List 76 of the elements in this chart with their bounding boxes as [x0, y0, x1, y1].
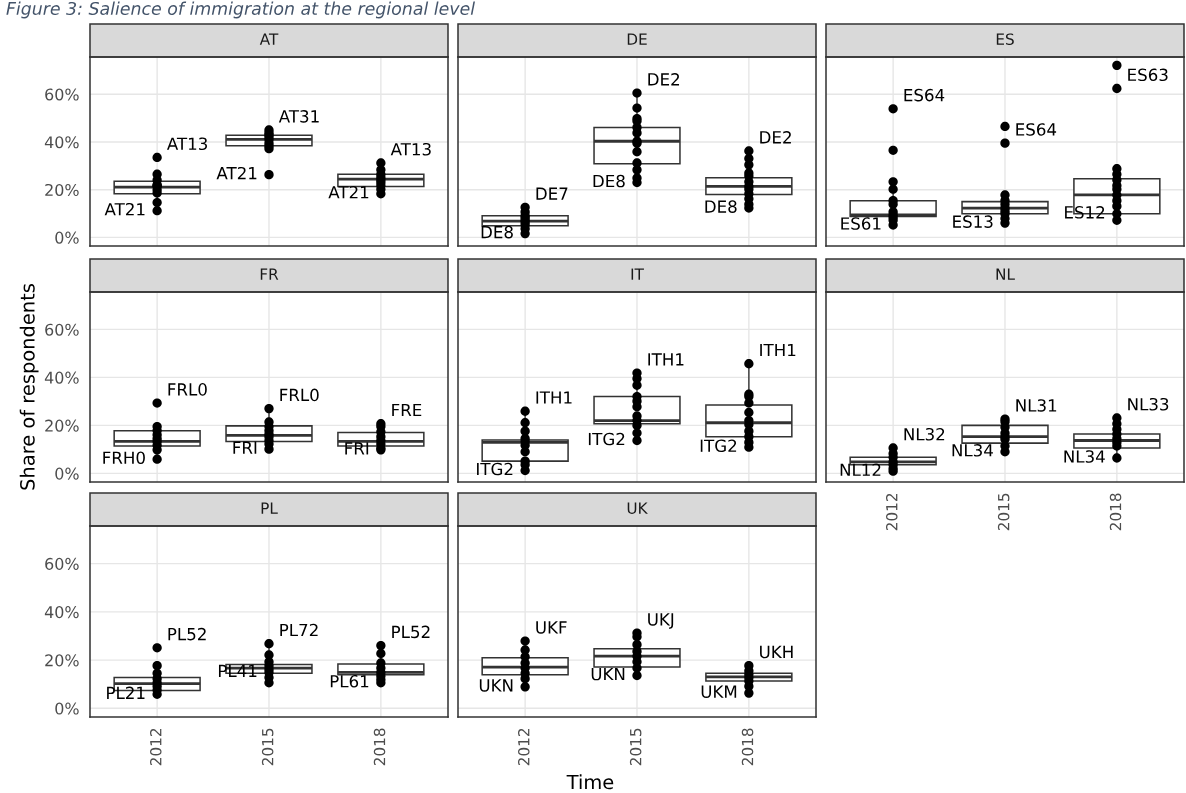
- x-tick-label: 2012: [886, 493, 898, 531]
- annotation: FRL0: [280, 388, 319, 402]
- annotation: AT13: [390, 142, 431, 156]
- annotation: UKN: [591, 667, 625, 681]
- annotation: ITG2: [588, 432, 625, 446]
- annotation: ES64: [904, 88, 945, 102]
- annotation: NL12: [840, 463, 881, 476]
- annotation: FRH0: [103, 451, 145, 465]
- y-tick-label: 20%: [45, 419, 79, 432]
- y-tick-label: 60%: [45, 323, 79, 336]
- annotation: NL34: [952, 444, 993, 457]
- annotation: AT21: [328, 185, 369, 199]
- annotation: UKH: [760, 645, 793, 659]
- annotation: UKF: [536, 621, 567, 634]
- annotation: PL61: [330, 674, 369, 688]
- x-tick-label: 2018: [1109, 493, 1122, 531]
- x-tick-label: 2018: [373, 728, 386, 766]
- x-tick-label: 2015: [629, 728, 642, 766]
- annotation: ES64: [1016, 123, 1057, 136]
- y-tick-label: 0%: [55, 702, 79, 715]
- annotation: DE2: [760, 131, 791, 144]
- annotation: AT13: [166, 137, 208, 151]
- caption: Figure 3: Salience of immigration at the regional level: [6, 1, 475, 19]
- annotation: ITH1: [648, 353, 684, 366]
- y-tick-label: 60%: [45, 557, 79, 570]
- chart-title: FR: [260, 268, 279, 280]
- annotation: NL31: [1016, 399, 1057, 412]
- chart-title: PL: [261, 502, 278, 514]
- annotation: AT21: [104, 202, 145, 216]
- y-axis-title: Share of respondents: [19, 284, 39, 490]
- annotation: DE7: [536, 187, 568, 200]
- chart-title: NL: [996, 268, 1015, 280]
- chart-title: UK: [627, 502, 648, 514]
- x-tick-label: 2018: [741, 728, 754, 766]
- annotation: ITH1: [536, 391, 572, 404]
- y-tick-label: 0%: [55, 231, 79, 244]
- annotation: DE8: [593, 174, 625, 188]
- annotation: PL52: [168, 627, 206, 641]
- annotation: PL72: [280, 623, 318, 637]
- annotation: PL52: [392, 625, 430, 639]
- y-tick-label: 20%: [45, 654, 79, 667]
- x-tick-label: 2012: [150, 728, 162, 766]
- y-tick-label: 20%: [45, 183, 79, 196]
- y-tick-label: 40%: [44, 371, 79, 384]
- y-tick-label: 40%: [44, 606, 79, 619]
- x-tick-label: 2015: [997, 493, 1010, 531]
- annotation: UKN: [479, 679, 513, 692]
- annotation: ES61: [841, 217, 881, 230]
- annotation: ITH1: [760, 343, 796, 357]
- annotation: AT21: [216, 166, 257, 180]
- annotation: FRL0: [168, 383, 207, 396]
- chart-title: IT: [631, 268, 644, 280]
- x-tick-label: 2015: [261, 728, 274, 766]
- y-tick-label: 40%: [44, 136, 79, 149]
- annotation: ITG2: [477, 462, 513, 476]
- annotation: ITG2: [700, 439, 737, 453]
- annotation: ES13: [953, 215, 993, 228]
- chart-title: DE: [627, 33, 647, 45]
- annotation: UKJ: [648, 613, 674, 629]
- annotation: DE2: [648, 73, 680, 86]
- annotation: NL33: [1128, 397, 1169, 411]
- y-tick-label: 0%: [55, 467, 79, 480]
- annotation: FRE: [392, 403, 422, 417]
- chart-title: AT: [259, 33, 279, 45]
- annotation: UKM: [701, 685, 737, 698]
- annotation: FRI: [233, 441, 257, 454]
- annotation: NL32: [904, 427, 945, 441]
- x-tick-label: 2012: [518, 728, 530, 766]
- chart-title: ES: [996, 33, 1014, 45]
- annotation: DE8: [481, 225, 513, 239]
- annotation: AT31: [278, 110, 319, 123]
- annotation: NL34: [1064, 450, 1105, 463]
- y-tick-label: 60%: [45, 88, 79, 101]
- annotation: ES63: [1128, 68, 1168, 82]
- annotation: DE8: [705, 200, 737, 213]
- x-axis-title: Time: [566, 774, 614, 790]
